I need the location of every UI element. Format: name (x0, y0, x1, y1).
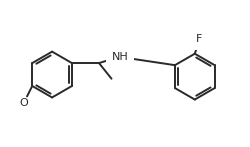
Text: O: O (20, 98, 28, 108)
Text: F: F (196, 34, 202, 44)
Text: NH: NH (112, 52, 128, 62)
